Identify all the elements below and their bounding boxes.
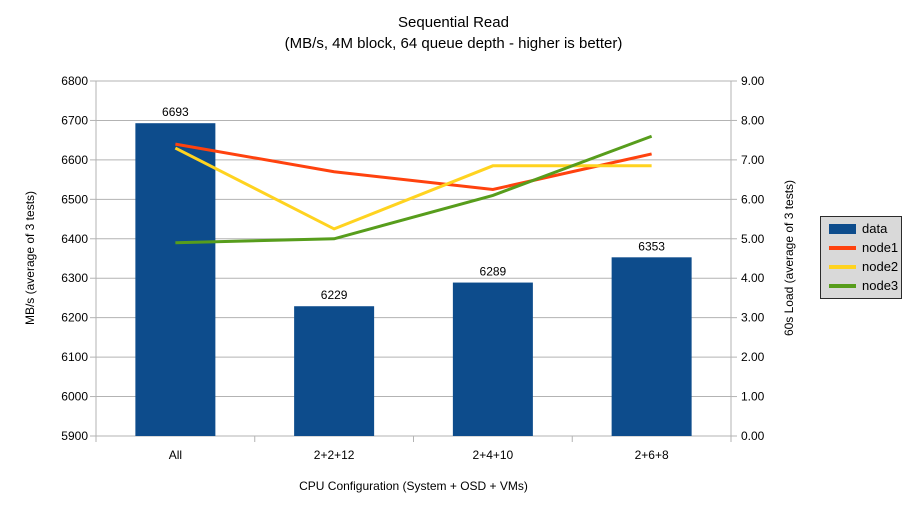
right-axis-tick-label: 2.00 <box>741 350 765 364</box>
x-category-label: All <box>169 448 182 462</box>
bar <box>135 123 216 436</box>
right-axis-tick-label: 6.00 <box>741 192 765 206</box>
legend-item-node1: node1 <box>829 241 901 255</box>
legend-item-node2: node2 <box>829 260 901 274</box>
left-axis-tick-label: 6800 <box>61 74 88 88</box>
left-axis-tick-label: 6500 <box>61 192 88 206</box>
x-category-label: 2+6+8 <box>635 448 669 462</box>
bar <box>294 306 375 436</box>
chart-title: Sequential Read (MB/s, 4M block, 64 queu… <box>0 12 907 54</box>
line-node3 <box>175 134 653 245</box>
legend-label-node3: node3 <box>862 278 899 293</box>
legend-label-node1: node1 <box>862 240 899 255</box>
right-axis-tick-label: 0.00 <box>741 429 765 443</box>
legend-item-node3: node3 <box>829 279 901 293</box>
line-node1 <box>175 142 652 191</box>
x-category-label: 2+4+10 <box>473 448 514 462</box>
chart-title-line1: Sequential Read <box>398 14 509 31</box>
right-axis-tick-label: 8.00 <box>741 113 765 127</box>
left-axis-tick-label: 6400 <box>61 232 88 246</box>
left-axis-tick-label: 6100 <box>61 350 88 364</box>
left-axis-tick-label: 5900 <box>61 429 88 443</box>
left-axis-tick-label: 6700 <box>61 113 88 127</box>
x-axis-title: CPU Configuration (System + OSD + VMs) <box>299 479 528 493</box>
legend-swatch-node3 <box>829 284 856 288</box>
right-axis-tick-label: 3.00 <box>741 311 765 325</box>
right-axis-tick-label: 7.00 <box>741 153 765 167</box>
right-axis-tick-label: 4.00 <box>741 271 765 285</box>
legend-label-node2: node2 <box>862 259 899 274</box>
left-axis-tick-label: 6000 <box>61 390 88 404</box>
legend: data node1 node2 node3 <box>820 216 902 299</box>
bar <box>611 257 692 436</box>
legend-swatch-node2 <box>829 265 856 269</box>
right-axis-tick-label: 1.00 <box>741 390 765 404</box>
bar-value-label: 6693 <box>162 105 189 119</box>
bar-value-label: 6353 <box>638 239 665 253</box>
legend-swatch-data <box>829 224 856 234</box>
left-axis-tick-label: 6300 <box>61 271 88 285</box>
left-axis-title: MB/s (average of 3 tests) <box>23 190 37 326</box>
legend-label-data: data <box>862 221 888 236</box>
legend-swatch-node1 <box>829 246 856 250</box>
right-axis-tick-label: 5.00 <box>741 232 765 246</box>
right-axis-tick-label: 9.00 <box>741 74 765 88</box>
bar-value-label: 6229 <box>321 288 348 302</box>
x-category-label: 2+2+12 <box>314 448 355 462</box>
left-axis-tick-label: 6600 <box>61 153 88 167</box>
left-axis-tick-label: 6200 <box>61 311 88 325</box>
chart-title-line2: (MB/s, 4M block, 64 queue depth - higher… <box>284 35 623 52</box>
bar <box>452 282 533 436</box>
bar-value-label: 6289 <box>480 265 507 279</box>
legend-item-data: data <box>829 222 901 236</box>
right-axis-title: 60s Load (average of 3 tests) <box>782 179 796 337</box>
